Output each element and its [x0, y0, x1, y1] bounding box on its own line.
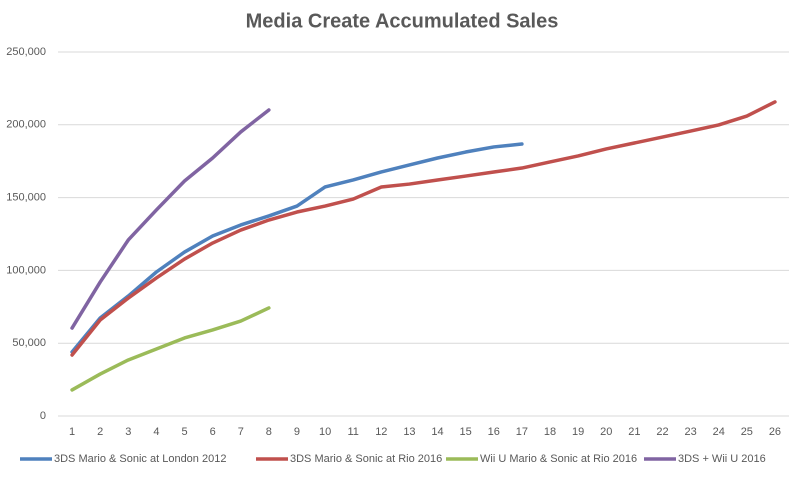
x-tick-label: 23	[684, 426, 696, 438]
x-tick-label: 24	[713, 426, 725, 438]
x-tick-label: 11	[348, 426, 359, 438]
x-tick-label: 8	[266, 426, 272, 438]
legend-label: Wii U Mario & Sonic at Rio 2016	[480, 453, 637, 465]
y-tick-label: 50,000	[12, 337, 46, 349]
x-tick-label: 19	[572, 426, 584, 438]
x-tick-label: 14	[431, 426, 443, 438]
x-tick-label: 3	[125, 426, 131, 438]
x-tick-label: 18	[544, 426, 556, 438]
x-tick-label: 4	[153, 426, 159, 438]
x-tick-label: 5	[181, 426, 187, 438]
series-line	[70, 306, 271, 392]
x-tick-label: 7	[238, 426, 244, 438]
legend-label: 3DS Mario & Sonic at Rio 2016	[290, 453, 442, 465]
x-tick-label: 10	[319, 426, 331, 438]
y-tick-label: 0	[40, 410, 46, 422]
series-line	[70, 100, 777, 357]
y-tick-label: 150,000	[6, 192, 46, 204]
y-tick-label: 100,000	[6, 264, 46, 276]
y-tick-label: 200,000	[6, 119, 46, 131]
x-tick-label: 26	[769, 426, 781, 438]
x-tick-label: 22	[656, 426, 668, 438]
x-tick-label: 13	[403, 426, 415, 438]
x-tick-label: 21	[628, 426, 640, 438]
chart-title: Media Create Accumulated Sales	[246, 10, 559, 32]
x-tick-label: 17	[516, 426, 528, 438]
x-tick-label: 20	[600, 426, 612, 438]
x-tick-label: 16	[488, 426, 500, 438]
x-tick-label: 12	[375, 426, 387, 438]
series-line	[70, 108, 271, 330]
legend-label: 3DS + Wii U 2016	[678, 453, 766, 465]
x-tick-label: 15	[460, 426, 472, 438]
y-tick-label: 250,000	[6, 46, 46, 58]
x-tick-label: 1	[69, 426, 75, 438]
x-tick-label: 25	[741, 426, 753, 438]
series-line	[70, 142, 524, 354]
legend-label: 3DS Mario & Sonic at London 2012	[54, 453, 226, 465]
x-tick-label: 6	[210, 426, 216, 438]
x-tick-label: 9	[294, 426, 300, 438]
x-tick-label: 2	[97, 426, 103, 438]
